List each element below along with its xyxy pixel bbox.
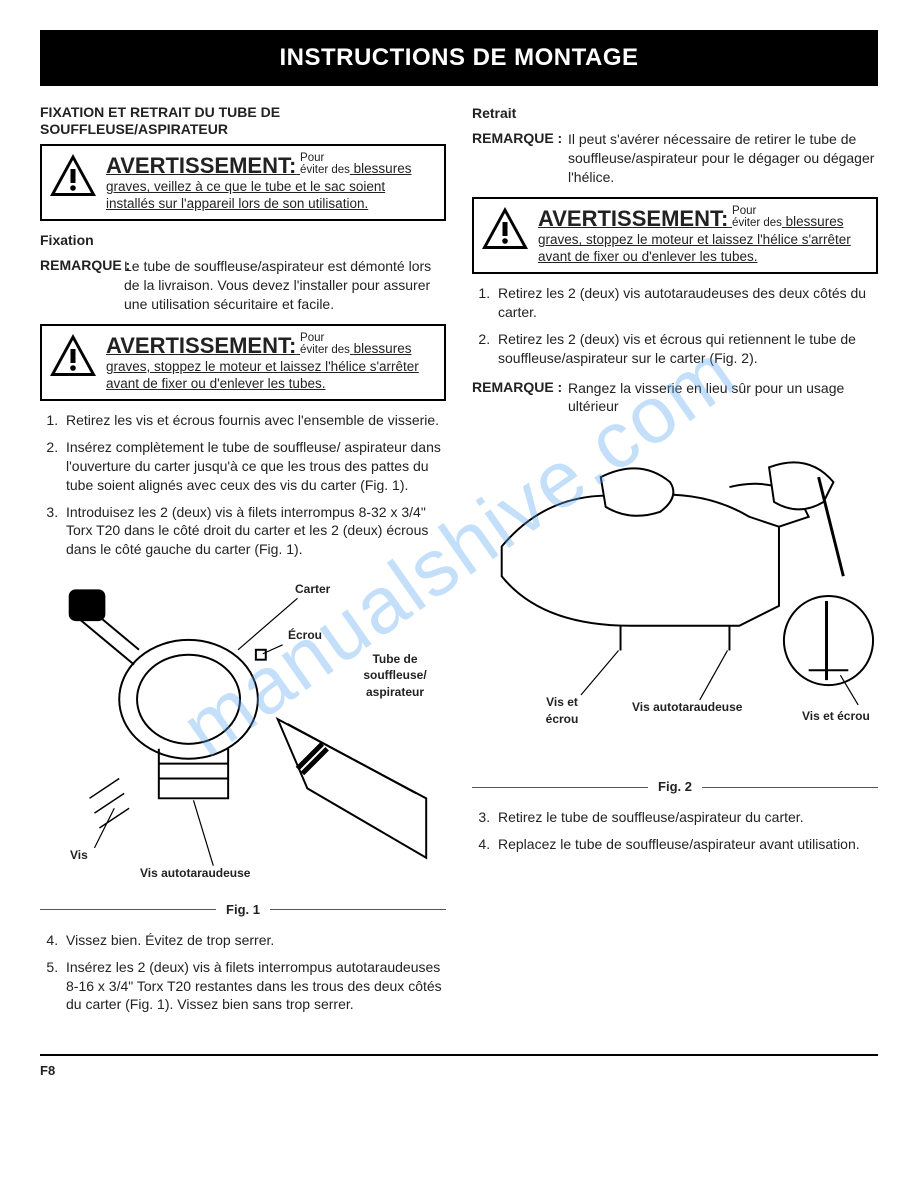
- fig-label-tube: Tube de souffleuse/ aspirateur: [350, 651, 440, 700]
- figure-caption: Fig. 1: [40, 901, 446, 919]
- warning-triangle-icon: [48, 152, 98, 203]
- warning-box: AVERTISSEMENT: Pouréviter des blessures …: [40, 324, 446, 401]
- remarque-label: REMARQUE :: [472, 379, 562, 395]
- fig-caption-label: Fig. 2: [648, 778, 702, 796]
- section-heading: FIXATION ET RETRAIT DU TUBE DE SOUFFLEUS…: [40, 104, 446, 138]
- figure-1: Carter Écrou Tube de souffleuse/ aspirat…: [40, 569, 446, 889]
- list-item: Retirez les 2 (deux) vis et écrous qui r…: [494, 330, 878, 368]
- list-item: Vissez bien. Évitez de trop serrer.: [62, 931, 446, 950]
- warning-box: AVERTISSEMENT: Pouréviter des blessures …: [472, 197, 878, 274]
- steps-list: Retirez les vis et écrous fournis avec l…: [62, 411, 446, 559]
- remarque-label: REMARQUE :: [472, 130, 562, 146]
- page-footer: F8: [40, 1054, 878, 1080]
- warning-small: Pouréviter des: [300, 332, 350, 356]
- list-item: Insérez les 2 (deux) vis à filets interr…: [62, 958, 446, 1015]
- fig-label-carter: Carter: [295, 581, 330, 597]
- remarque-block: REMARQUE : Il peut s'avérer nécessaire d…: [472, 129, 878, 187]
- remarque-label: REMARQUE :: [40, 257, 130, 273]
- steps-list-continued: Vissez bien. Évitez de trop serrer. Insé…: [62, 931, 446, 1015]
- retrait-heading: Retrait: [472, 104, 878, 123]
- fig-label-vis-ecrou-left: Vis et écrou: [532, 694, 592, 726]
- left-column: FIXATION ET RETRAIT DU TUBE DE SOUFFLEUS…: [40, 104, 446, 1024]
- two-column-layout: FIXATION ET RETRAIT DU TUBE DE SOUFFLEUS…: [40, 104, 878, 1024]
- figure-caption: Fig. 2: [472, 778, 878, 796]
- remarque-block: REMARQUE : Le tube de souffleuse/aspirat…: [40, 256, 446, 314]
- remarque-text: Rangez la visserie en lieu sûr pour un u…: [568, 379, 878, 417]
- list-item: Retirez les 2 (deux) vis autotaraudeuses…: [494, 284, 878, 322]
- warning-small: Pouréviter des: [732, 205, 782, 229]
- steps-list-continued: Retirez le tube de souffleuse/aspirateur…: [494, 808, 878, 854]
- warning-text: AVERTISSEMENT: Pouréviter des blessures …: [538, 205, 868, 266]
- fig-label-ecrou: Écrou: [288, 627, 322, 643]
- list-item: Introduisez les 2 (deux) vis à filets in…: [62, 503, 446, 560]
- figure-2: Vis et écrou Vis autotaraudeuse Vis et é…: [472, 426, 878, 766]
- list-item: Retirez le tube de souffleuse/aspirateur…: [494, 808, 878, 827]
- warning-text: AVERTISSEMENT: Pouréviter des blessures …: [106, 152, 436, 213]
- warning-word: AVERTISSEMENT:: [106, 153, 296, 178]
- right-column: Retrait REMARQUE : Il peut s'avérer néce…: [472, 104, 878, 1024]
- fig-label-vis: Vis: [70, 847, 88, 863]
- warning-box: AVERTISSEMENT: Pouréviter des blessures …: [40, 144, 446, 221]
- fixation-heading: Fixation: [40, 231, 446, 250]
- steps-list: Retirez les 2 (deux) vis autotaraudeuses…: [494, 284, 878, 368]
- fig-label-vis-auto: Vis autotaraudeuse: [632, 699, 742, 715]
- warning-word: AVERTISSEMENT:: [106, 333, 296, 358]
- warning-triangle-icon: [48, 332, 98, 383]
- list-item: Replacez le tube de souffleuse/aspirateu…: [494, 835, 878, 854]
- fig-label-vis-ecrou-right: Vis et écrou: [802, 708, 870, 724]
- remarque-block: REMARQUE : Rangez la visserie en lieu sû…: [472, 378, 878, 417]
- warning-triangle-icon: [480, 205, 530, 256]
- remarque-text: Il peut s'avérer nécessaire de retirer l…: [568, 130, 878, 187]
- warning-text: AVERTISSEMENT: Pouréviter des blessures …: [106, 332, 436, 393]
- page-title: INSTRUCTIONS DE MONTAGE: [40, 30, 878, 86]
- list-item: Retirez les vis et écrous fournis avec l…: [62, 411, 446, 430]
- warning-word: AVERTISSEMENT:: [538, 206, 728, 231]
- figure-1-illustration: [40, 569, 446, 889]
- fig-label-vis-auto: Vis autotaraudeuse: [140, 865, 250, 881]
- remarque-text: Le tube de souffleuse/aspirateur est dém…: [124, 257, 446, 314]
- list-item: Insérez complètement le tube de souffleu…: [62, 438, 446, 495]
- warning-small: Pouréviter des: [300, 152, 350, 176]
- fig-caption-label: Fig. 1: [216, 901, 270, 919]
